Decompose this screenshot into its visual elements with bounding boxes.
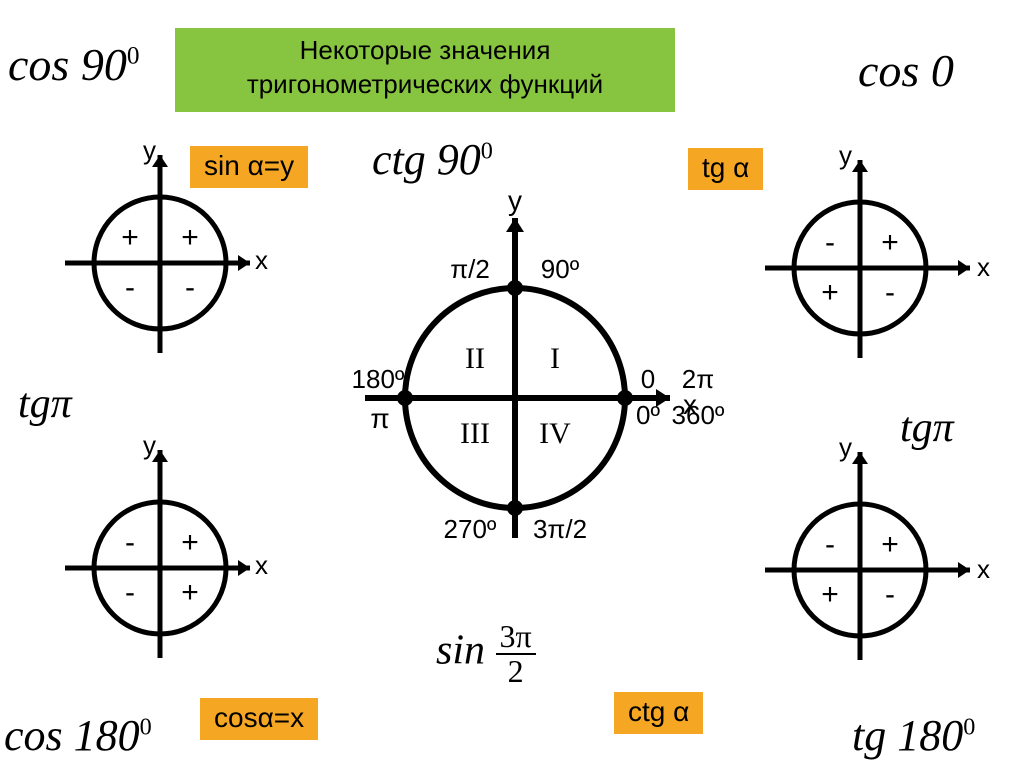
label-tgpi-left: tgπ [18,380,72,428]
svg-text:+: + [181,221,199,254]
svg-text:+: + [821,276,839,309]
svg-text:III: III [460,417,490,450]
svg-text:+: + [881,528,899,561]
label-tg180: tg 1800 [852,710,975,761]
svg-text:x: x [977,252,990,282]
mini-circle-tl: y x + + - - [45,135,275,365]
svg-text:π: π [370,403,389,434]
svg-text:IV: IV [539,417,571,450]
svg-text:-: - [825,528,835,561]
svg-text:90º: 90º [541,254,580,284]
svg-text:0º: 0º [636,400,660,430]
mini-circle-br: y x - + + - [745,432,1005,672]
mini-circle-bl: y x - + - + [45,430,275,670]
label-sin-3pi-over-2: sin 3π 2 [436,620,536,687]
svg-text:II: II [465,342,485,375]
svg-text:-: - [885,276,895,309]
svg-text:-: - [125,526,135,559]
svg-text:360º: 360º [672,400,725,430]
svg-text:y: y [839,140,852,170]
svg-text:180º: 180º [352,364,405,394]
svg-text:+: + [181,576,199,609]
svg-text:3π/2: 3π/2 [533,514,587,544]
svg-text:x: x [977,554,990,584]
chip-cos-eq-x: cosα=x [200,698,318,740]
svg-text:-: - [825,226,835,259]
center-unit-circle: y x π/2 90º 0 0º 2π 360º 180º π 270º 3π/… [270,178,760,598]
svg-text:+: + [121,221,139,254]
svg-text:+: + [881,226,899,259]
svg-text:270º: 270º [444,514,497,544]
chip-ctg-alpha: ctg α [614,692,703,734]
svg-text:y: y [508,185,522,216]
title-line-1: Некоторые значения [300,35,551,65]
svg-text:+: + [181,526,199,559]
svg-text:-: - [125,576,135,609]
svg-text:y: y [143,430,156,460]
svg-text:+: + [821,578,839,611]
label-cos0: cos 0 [858,44,954,97]
label-cos90: cos 900 [8,38,139,91]
label-cos180: cos 1800 [4,710,152,761]
svg-text:y: y [839,432,852,462]
svg-text:-: - [885,578,895,611]
mini-circle-tr: y x - + + - [745,140,1005,370]
title-line-2: тригонометрических функций [247,69,603,99]
svg-text:0: 0 [641,364,655,394]
svg-text:-: - [185,271,195,304]
svg-text:-: - [125,271,135,304]
svg-text:I: I [550,342,560,375]
svg-text:x: x [255,550,268,580]
svg-text:π/2: π/2 [450,254,490,284]
svg-text:y: y [143,135,156,165]
title-banner: Некоторые значения тригонометрических фу… [175,28,675,112]
svg-text:2π: 2π [682,364,714,394]
svg-text:x: x [255,245,268,275]
